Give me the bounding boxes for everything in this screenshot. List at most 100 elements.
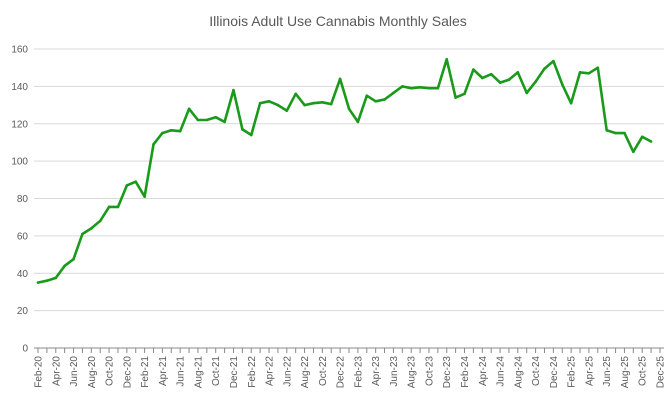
data-point <box>392 91 395 95</box>
x-tick-label: Aug-23 <box>407 356 418 389</box>
data-point <box>578 71 582 74</box>
x-tick-label: Aug-24 <box>513 356 524 389</box>
data-point <box>436 86 440 90</box>
x-tick-label: Dec-21 <box>229 356 240 389</box>
data-point <box>143 195 146 198</box>
x-tick-label: Feb-22 <box>247 356 258 388</box>
data-point <box>560 83 564 86</box>
x-tick-label: Apr-20 <box>51 356 62 386</box>
data-point <box>285 109 289 112</box>
x-tick-label: Dec-24 <box>549 356 560 389</box>
data-point <box>187 107 191 111</box>
x-tick-label: Dec-25 <box>656 356 666 389</box>
data-point <box>498 81 502 84</box>
x-tick-label: Jun-20 <box>69 356 80 387</box>
x-tick-label: Oct-24 <box>531 356 542 386</box>
data-point <box>276 103 280 107</box>
data-point <box>427 86 431 90</box>
data-point <box>472 68 475 71</box>
x-tick-label: Oct-22 <box>318 356 329 386</box>
data-point <box>267 100 271 103</box>
x-tick-label: Aug-25 <box>620 356 631 389</box>
data-point <box>587 71 591 75</box>
x-tick-label: Oct-23 <box>424 356 435 386</box>
data-point <box>632 150 635 154</box>
x-tick-label: Oct-25 <box>638 356 649 386</box>
data-point <box>489 72 493 76</box>
data-point <box>152 143 155 146</box>
data-point <box>463 92 466 96</box>
x-tick-label: Aug-22 <box>300 356 311 389</box>
data-point <box>294 92 297 96</box>
data-point <box>196 118 200 122</box>
y-tick-label: 140 <box>11 82 28 93</box>
data-point <box>241 128 244 131</box>
data-point <box>178 129 182 133</box>
x-tick-label: Dec-23 <box>442 356 453 389</box>
data-point <box>623 131 626 135</box>
y-tick-label: 160 <box>11 45 28 56</box>
data-point <box>169 128 173 132</box>
x-tick-label: Apr-22 <box>265 356 276 386</box>
data-point <box>480 76 484 80</box>
x-tick-label: Jun-24 <box>496 356 507 387</box>
data-point <box>356 120 360 124</box>
y-tick-label: 0 <box>22 344 28 355</box>
data-point <box>516 71 520 74</box>
y-tick-label: 60 <box>17 231 29 242</box>
data-point <box>614 131 617 135</box>
data-point <box>161 131 164 135</box>
data-point <box>329 102 333 106</box>
x-tick-label: Oct-21 <box>211 356 222 386</box>
data-point <box>454 96 457 99</box>
data-point <box>258 101 262 105</box>
data-point <box>569 101 573 105</box>
x-tick-label: Feb-23 <box>353 356 364 388</box>
x-tick-label: Apr-25 <box>584 356 595 386</box>
x-tick-label: Oct-20 <box>105 356 116 386</box>
x-tick-label: Feb-20 <box>34 356 45 388</box>
data-point <box>374 100 377 103</box>
y-tick-label: 120 <box>11 119 28 130</box>
data-point <box>214 115 218 119</box>
data-point <box>125 184 129 187</box>
data-point <box>507 78 511 82</box>
x-tick-label: Feb-25 <box>567 356 578 388</box>
data-point <box>223 120 226 124</box>
x-tick-label: Dec-20 <box>122 356 133 389</box>
data-point <box>552 59 555 63</box>
x-tick-label: Jun-22 <box>282 356 293 387</box>
series-line <box>37 57 652 284</box>
data-point <box>649 140 653 143</box>
data-point <box>383 98 386 101</box>
data-point <box>338 77 342 81</box>
y-tick-label: 80 <box>17 194 29 205</box>
data-point <box>72 257 75 261</box>
x-tick-label: Apr-24 <box>478 356 489 386</box>
x-tick-label: Dec-22 <box>336 356 347 389</box>
data-point <box>36 281 40 284</box>
data-point <box>90 227 93 230</box>
x-tick-label: Jun-21 <box>176 356 187 387</box>
data-point <box>418 86 422 89</box>
x-tick-label: Jun-23 <box>389 356 400 387</box>
data-point <box>525 91 529 95</box>
x-tick-label: Feb-21 <box>140 356 151 388</box>
data-point <box>45 279 49 283</box>
data-point <box>81 232 84 236</box>
data-point <box>347 107 351 111</box>
data-point <box>249 133 253 137</box>
data-point <box>232 88 235 92</box>
data-point <box>107 205 111 209</box>
data-point <box>534 80 537 84</box>
data-point <box>605 128 608 132</box>
x-tick-label: Jun-25 <box>602 356 613 387</box>
data-point <box>401 85 404 88</box>
y-tick-label: 40 <box>17 269 29 280</box>
data-point <box>543 67 546 70</box>
x-tick-label: Feb-24 <box>460 356 471 388</box>
data-point <box>409 86 413 90</box>
data-point <box>640 135 644 139</box>
data-point <box>63 264 66 268</box>
